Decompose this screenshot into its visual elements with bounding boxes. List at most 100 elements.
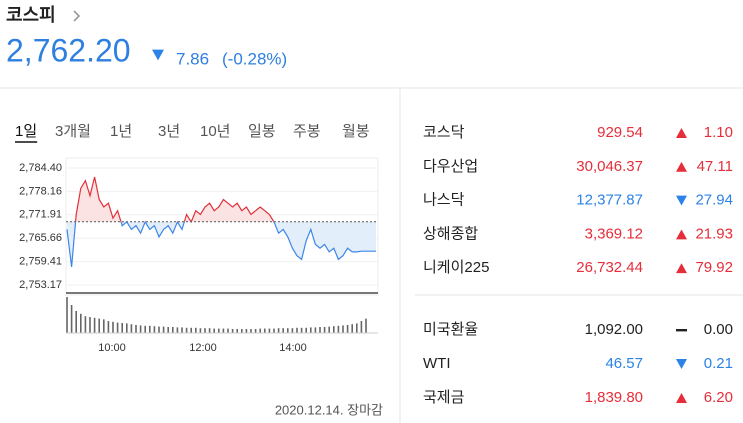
y-tick-label: 2,771.91 <box>19 209 62 221</box>
volume-bar <box>176 327 179 333</box>
volume-bar <box>116 322 119 333</box>
volume-bar <box>264 328 266 333</box>
volume-bar <box>66 297 68 333</box>
item-value: 26,732.44 <box>576 259 643 276</box>
up-arrow <box>676 229 687 240</box>
volume-bar <box>199 328 202 333</box>
item-name[interactable]: 니케이225 <box>423 259 489 276</box>
y-tick-label: 2,778.16 <box>19 185 62 197</box>
item-name[interactable]: 미국환율 <box>423 321 478 338</box>
item-change: 1.10 <box>704 124 733 141</box>
up-arrow <box>676 128 687 138</box>
y-tick-label: 2,753.17 <box>19 279 62 291</box>
footnote: 2020.12.14. 장마감 <box>275 402 383 417</box>
x-tick-label: 12:00 <box>189 342 217 354</box>
item-change: 21.93 <box>695 225 733 242</box>
tab[interactable]: 3년 <box>158 123 180 140</box>
volume-bar <box>89 317 91 333</box>
volume-bar <box>218 328 220 333</box>
volume-bar <box>213 328 215 333</box>
y-tick-label: 2,784.40 <box>19 162 62 174</box>
y-tick-label: 2,759.41 <box>19 256 62 268</box>
volume-bar <box>291 328 294 333</box>
volume-bar <box>323 327 326 333</box>
volume-bar <box>144 325 146 333</box>
line-down <box>66 221 377 267</box>
item-name[interactable]: 나스닥 <box>423 192 465 209</box>
change: 7.86 <box>176 49 209 68</box>
volume-bar <box>277 328 280 333</box>
volume-bar <box>181 327 183 333</box>
item-change: 0.00 <box>704 321 733 338</box>
down-arrow <box>676 359 687 369</box>
volume-bar <box>190 327 192 333</box>
item-change: 47.11 <box>697 158 733 175</box>
volume-bar <box>241 329 243 333</box>
volume-bar <box>296 327 298 333</box>
volume-bar <box>195 327 197 333</box>
item-name[interactable]: WTI <box>423 355 451 372</box>
direction-arrow <box>152 49 164 61</box>
tab[interactable]: 10년 <box>200 123 231 140</box>
volume-bar <box>236 329 238 333</box>
volume-bar <box>98 318 100 333</box>
up-arrow <box>676 393 687 403</box>
item-name[interactable]: 코스닥 <box>423 124 465 141</box>
volume-bar <box>103 319 105 333</box>
volume-bar <box>314 327 317 333</box>
item-value: 1,092.00 <box>585 321 643 338</box>
item-change: 27.94 <box>695 192 733 209</box>
chevron[interactable] <box>73 10 81 22</box>
tab[interactable]: 3개월 <box>55 123 91 140</box>
volume-bar <box>149 325 151 333</box>
area-up <box>67 177 376 222</box>
volume-bar <box>135 325 137 333</box>
volume-bar <box>222 328 225 333</box>
item-value: 1,839.80 <box>585 389 643 406</box>
volume-bar <box>130 324 133 333</box>
volume-bar <box>231 329 234 333</box>
volume-bar <box>342 325 344 333</box>
volume-bar <box>158 326 160 333</box>
tab[interactable]: 주봉 <box>293 123 321 140</box>
item-name[interactable]: 다우산업 <box>423 158 478 175</box>
item-change: 0.21 <box>704 355 733 372</box>
tab[interactable]: 1년 <box>110 123 132 140</box>
item-value: 929.54 <box>597 124 643 141</box>
volume-bar <box>254 329 257 333</box>
volume-bar <box>80 313 82 333</box>
y-tick-label: 2,765.66 <box>19 232 62 244</box>
tab[interactable]: 1일 <box>15 123 37 140</box>
volume-bar <box>300 327 303 333</box>
up-arrow <box>676 263 687 274</box>
x-tick-label: 10:00 <box>98 342 126 354</box>
up-arrow <box>676 161 687 172</box>
volume-bar <box>356 323 358 333</box>
volume-bar <box>93 317 96 333</box>
item-value: 3,369.12 <box>585 225 643 242</box>
flat-mark <box>676 329 687 332</box>
area-down <box>67 221 376 267</box>
volume-bar <box>360 321 363 333</box>
volume-bar <box>337 325 340 333</box>
change-pct: (-0.28%) <box>222 49 287 68</box>
volume-bar <box>84 316 87 333</box>
item-value: 30,046.37 <box>576 158 643 175</box>
item-name[interactable]: 상해종합 <box>423 225 478 242</box>
volume-bar <box>250 329 252 333</box>
tab[interactable]: 일봉 <box>248 123 276 140</box>
volume-bar <box>75 311 77 333</box>
volume-bar <box>333 326 335 333</box>
item-change: 79.92 <box>695 259 733 276</box>
volume-bar <box>167 327 169 333</box>
volume-bar <box>319 327 321 333</box>
index-title[interactable]: 코스피 <box>6 5 56 25</box>
volume-bar <box>153 326 156 333</box>
volume-bar <box>112 321 114 333</box>
tab[interactable]: 월봉 <box>342 123 370 140</box>
volume-bar <box>245 329 248 333</box>
index-value: 2,762.20 <box>6 32 131 68</box>
item-name[interactable]: 국제금 <box>423 389 465 406</box>
volume-bar <box>268 328 271 333</box>
